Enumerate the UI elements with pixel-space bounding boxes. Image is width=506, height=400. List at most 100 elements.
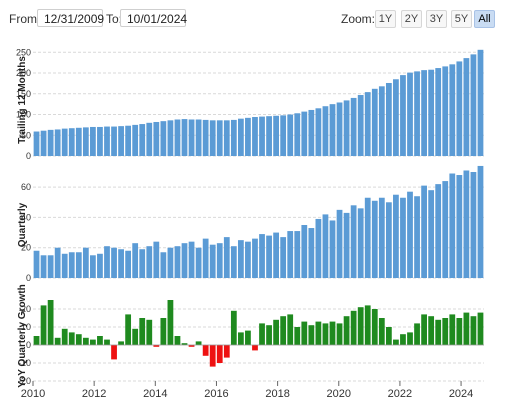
bar (287, 314, 294, 345)
bar (357, 307, 364, 345)
bar (252, 117, 258, 156)
bar (252, 345, 258, 351)
bar (470, 172, 477, 278)
bar (449, 64, 456, 156)
bar (125, 250, 132, 278)
x-tick-label: 2014 (143, 388, 167, 400)
bar (393, 194, 399, 278)
zoom-button-3y[interactable]: 3Y (426, 10, 447, 28)
bar (280, 316, 287, 345)
bar (364, 92, 371, 156)
bar (407, 332, 413, 345)
bar (174, 246, 181, 278)
bar (230, 246, 237, 278)
zoom-button-5y[interactable]: 5Y (451, 10, 472, 28)
bar (357, 208, 364, 278)
from-label: From: (9, 12, 41, 26)
bar (104, 339, 110, 345)
bar (40, 130, 47, 156)
bar (195, 247, 202, 278)
bar (400, 75, 406, 156)
bar (428, 190, 435, 278)
bar (153, 121, 160, 156)
bar (181, 243, 188, 278)
to-label: To: (106, 12, 123, 26)
bar (237, 118, 244, 156)
bar (456, 175, 463, 278)
bar (414, 323, 420, 345)
y-tick-label: 40 (21, 212, 31, 222)
range-toolbar: From: 12/31/2009 To: 10/01/2024 Zoom: 1Y… (0, 0, 506, 32)
zoom-button-2y[interactable]: 2Y (401, 10, 422, 28)
bar (97, 253, 103, 278)
bar (364, 305, 371, 345)
bar (139, 318, 146, 345)
bar (223, 120, 230, 156)
bar (167, 247, 174, 278)
bar (329, 104, 336, 156)
bar (188, 241, 195, 278)
bar (146, 122, 153, 156)
bar (428, 316, 435, 345)
x-tick-label: 2016 (204, 388, 228, 400)
bar (329, 220, 336, 278)
bar (414, 71, 420, 156)
bar (322, 323, 329, 345)
zoom-button-all[interactable]: All (474, 10, 495, 28)
bar (322, 214, 329, 278)
bar (435, 184, 442, 278)
bar (308, 325, 315, 345)
bar (202, 119, 209, 156)
bar (393, 339, 399, 345)
bar (259, 323, 265, 345)
bar (400, 334, 406, 345)
bar (442, 318, 449, 345)
bar (378, 197, 385, 278)
bar (68, 252, 75, 278)
bar (237, 240, 244, 278)
bar (280, 237, 287, 278)
bar (456, 318, 463, 345)
bar (47, 129, 54, 156)
bar (477, 165, 484, 278)
bar (385, 202, 392, 278)
bar (216, 243, 223, 278)
bar (259, 116, 265, 156)
bar (378, 318, 385, 345)
bar (421, 70, 427, 156)
to-date-input[interactable]: 10/01/2024 (120, 9, 187, 27)
bar (407, 191, 413, 278)
y-tick-label: 0 (26, 273, 31, 283)
bar (216, 345, 223, 363)
bar (301, 111, 308, 156)
bar (287, 114, 294, 156)
bar (160, 318, 167, 345)
y-axis-label: Quarterly (17, 202, 28, 247)
y-tick-label: 150 (16, 89, 31, 99)
from-date-input[interactable]: 12/31/2009 (37, 9, 104, 27)
bar (343, 212, 350, 278)
bar (111, 247, 117, 278)
bar (223, 237, 230, 278)
bar (421, 314, 427, 345)
bar (33, 336, 40, 345)
zoom-button-1y[interactable]: 1Y (375, 10, 396, 28)
bar (61, 128, 68, 156)
bar (371, 309, 378, 345)
bar (90, 126, 96, 156)
y-tick-label: 100 (16, 110, 31, 120)
bar (97, 126, 103, 156)
bar (202, 345, 209, 356)
bar (421, 185, 427, 278)
bar (266, 235, 272, 278)
zoom-label: Zoom: (341, 12, 376, 26)
bar (477, 312, 484, 345)
bar (47, 255, 54, 278)
bar (308, 228, 315, 278)
bar (259, 234, 265, 278)
x-tick-label: 2010 (21, 388, 45, 400)
bar (350, 310, 357, 345)
chart-panel-2: 0 20 40 60 Quarterly (17, 165, 484, 283)
bar (343, 316, 350, 345)
bar (329, 321, 336, 345)
